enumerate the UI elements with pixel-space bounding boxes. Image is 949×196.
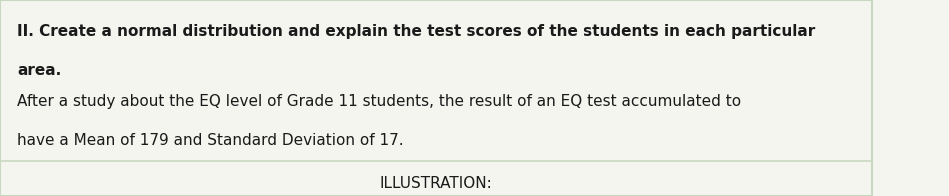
FancyBboxPatch shape [0,0,871,196]
Text: After a study about the EQ level of Grade 11 students, the result of an EQ test : After a study about the EQ level of Grad… [17,94,741,109]
Text: have a Mean of 179 and Standard Deviation of 17.: have a Mean of 179 and Standard Deviatio… [17,133,404,148]
Text: II. Create a normal distribution and explain the test scores of the students in : II. Create a normal distribution and exp… [17,24,816,39]
Text: area.: area. [17,63,62,78]
Text: ILLUSTRATION:: ILLUSTRATION: [380,176,493,191]
